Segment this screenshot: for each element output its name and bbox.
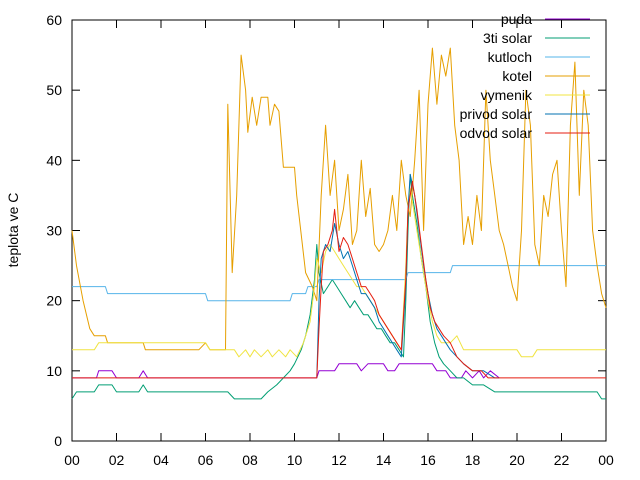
x-tick-label: 14	[376, 452, 392, 468]
x-tick-label: 18	[465, 452, 481, 468]
series-line-privod-solar	[316, 173, 500, 379]
x-tick-label: 20	[509, 452, 525, 468]
legend-label: privod solar	[460, 106, 533, 122]
series-lines	[71, 47, 607, 400]
y-tick-label: 40	[46, 152, 62, 168]
y-axis: 0 10 20 30 40 50 60	[46, 12, 606, 449]
x-tick-label: 12	[331, 452, 347, 468]
series-line-vymenik	[72, 187, 606, 358]
y-tick-label: 50	[46, 82, 62, 98]
legend: puda 3ti solar kutloch kotel vymenik privod s…	[460, 11, 590, 141]
y-axis-label: teplota ve C	[5, 193, 21, 268]
legend-label: vymenik	[481, 87, 533, 103]
x-tick-label: 16	[420, 452, 436, 468]
x-tick-label: 00	[598, 452, 614, 468]
x-tick-label: 02	[109, 452, 125, 468]
y-tick-label: 30	[46, 223, 62, 239]
y-tick-label: 60	[46, 12, 62, 28]
series-line-kotel	[71, 47, 607, 351]
x-tick-label: 10	[287, 452, 303, 468]
y-tick-label: 0	[54, 433, 62, 449]
x-axis: 00 02 04 06 08 10 12 14 16 18 20 22 00	[64, 20, 614, 468]
legend-label: puda	[501, 11, 532, 27]
x-tick-label: 04	[153, 452, 169, 468]
legend-label: odvod solar	[460, 125, 533, 141]
y-tick-label: 10	[46, 363, 62, 379]
legend-label: kutloch	[488, 49, 532, 65]
x-tick-label: 00	[64, 452, 80, 468]
x-tick-label: 08	[242, 452, 258, 468]
x-tick-label: 22	[554, 452, 570, 468]
series-line-kutloch	[72, 265, 606, 302]
series-line-3ti-solar	[71, 173, 606, 400]
legend-label: kotel	[502, 68, 532, 84]
y-tick-label: 20	[46, 293, 62, 309]
x-tick-label: 06	[198, 452, 214, 468]
series-line-odvod-solar	[72, 180, 606, 379]
legend-label: 3ti solar	[483, 30, 532, 46]
